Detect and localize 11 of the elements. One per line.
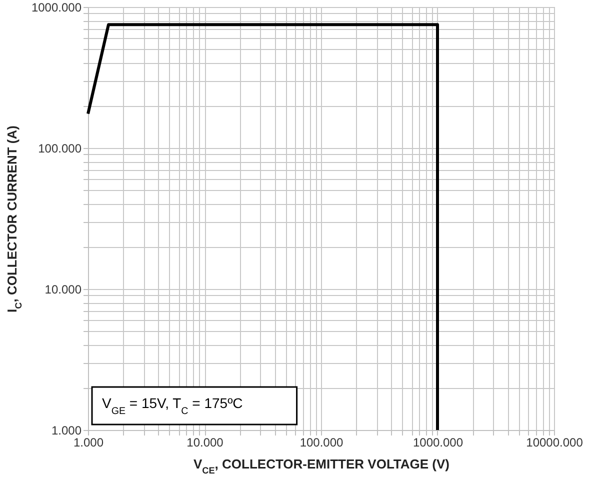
y-tick-label: 10.000 bbox=[44, 282, 82, 296]
x-tick-label: 1000.000 bbox=[412, 436, 464, 450]
x-tick-label: 10000.000 bbox=[526, 436, 584, 450]
x-axis-title: V$_{CE}$, COLLECTOR-EMITTER VOLTAGE (V) bbox=[193, 456, 450, 476]
x-tick-label: 10.000 bbox=[186, 436, 224, 450]
x-tick-label: 1.000 bbox=[73, 436, 104, 450]
annotation: V$_{GE}$ = 15V, T$_{C}$ = 175ºC bbox=[102, 395, 243, 416]
y-tick-label: 1.000 bbox=[51, 424, 82, 438]
y-tick-label: 1000.000 bbox=[31, 0, 82, 14]
y-tick-label: 100.000 bbox=[38, 142, 82, 156]
x-tick-label: 100.000 bbox=[300, 436, 344, 450]
